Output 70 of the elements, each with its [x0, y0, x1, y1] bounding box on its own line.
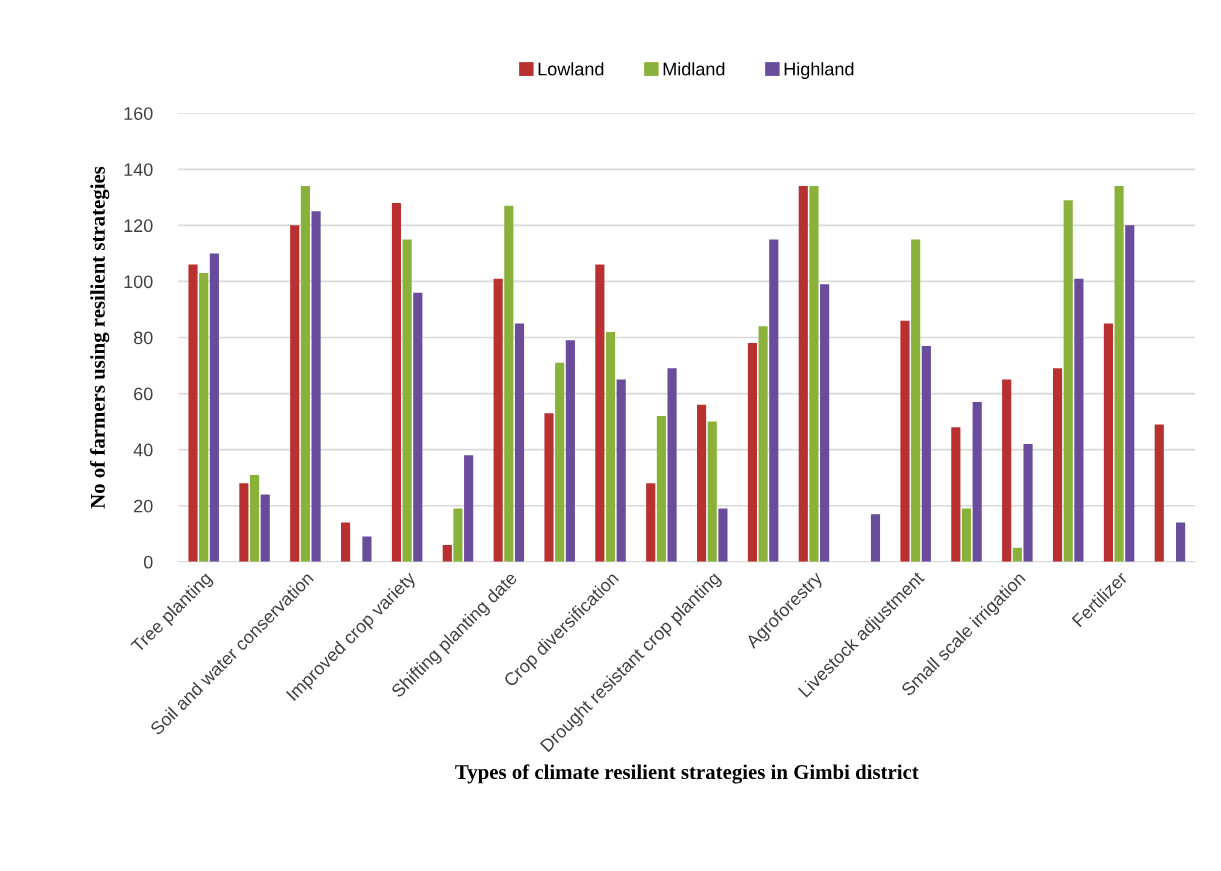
legend-label: Highland [784, 62, 854, 80]
bar [718, 508, 728, 562]
bar [769, 239, 779, 562]
bar [911, 239, 921, 562]
y-tick-label: 80 [133, 331, 153, 345]
bar [565, 340, 575, 562]
bar [747, 343, 757, 562]
y-tick-label: 120 [124, 219, 153, 233]
bar [493, 278, 503, 562]
bar [249, 474, 260, 562]
y-tick-label: 0 [143, 555, 153, 569]
bar [413, 292, 423, 562]
bar [1114, 186, 1124, 562]
bar [758, 326, 768, 562]
bar [820, 284, 830, 562]
bar [1063, 200, 1073, 562]
bar [188, 264, 198, 562]
bar [972, 401, 982, 562]
bar [260, 494, 270, 562]
bar [951, 427, 961, 562]
bar [809, 186, 819, 562]
bar [696, 404, 707, 562]
y-tick-label: 100 [124, 275, 153, 289]
bar [605, 331, 616, 562]
bar [362, 536, 372, 562]
bar [900, 320, 910, 562]
bar [1125, 225, 1135, 562]
bar [595, 264, 605, 562]
x-axis-title: Types of climate resilient strategies in Gimbi district [455, 764, 919, 784]
bar [555, 362, 565, 562]
bar [656, 416, 666, 562]
bar [341, 522, 351, 562]
bar [870, 514, 881, 562]
bar [464, 455, 474, 562]
bar [514, 323, 525, 562]
bar [453, 508, 463, 562]
bar [646, 483, 656, 562]
bar [1002, 379, 1012, 562]
bar [1012, 547, 1022, 562]
bar [1103, 323, 1113, 562]
y-tick-label: 160 [124, 107, 153, 120]
y-axis-title: No of farmers using resilient strategies [89, 166, 110, 509]
bar [391, 202, 402, 562]
bar [1176, 522, 1186, 562]
bar [1023, 444, 1033, 562]
bar [504, 205, 514, 562]
bar [961, 508, 972, 562]
bar [311, 211, 321, 562]
bar [667, 368, 677, 562]
bar [442, 544, 452, 562]
bar [544, 413, 554, 562]
y-tick-label: 60 [134, 387, 153, 401]
bar [616, 379, 626, 562]
y-tick-label: 140 [124, 163, 153, 177]
y-tick-label: 40 [133, 443, 153, 457]
bar [290, 225, 300, 562]
y-tick-label: 20 [134, 499, 153, 513]
bar [402, 239, 412, 562]
bar [1052, 368, 1063, 562]
bar [1154, 424, 1164, 562]
legend-label: Lowland [538, 62, 604, 76]
bar [300, 186, 310, 562]
bar [798, 186, 808, 562]
bar [209, 253, 219, 562]
legend-label: Midland [663, 62, 725, 76]
bar [1074, 278, 1084, 562]
bar [921, 345, 931, 562]
bar [199, 273, 209, 562]
bar [707, 421, 717, 562]
bar [239, 483, 249, 562]
